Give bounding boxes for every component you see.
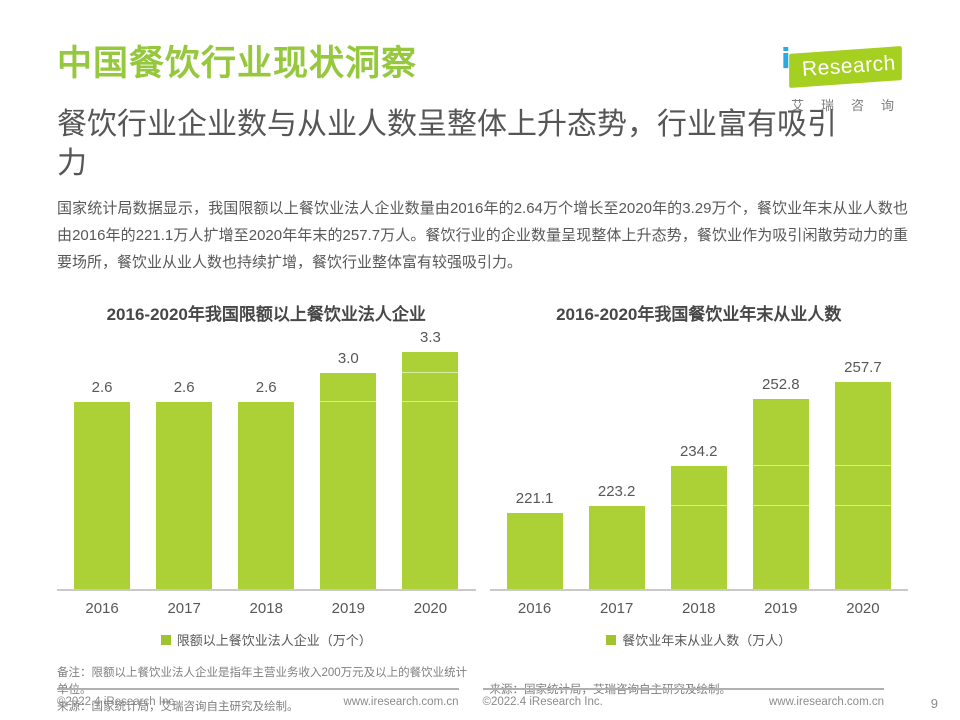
bar-gridline bbox=[402, 401, 459, 403]
chart-employees: 2016-2020年我国餐饮业年末从业人数 221.1 223.2 234.2 252… bbox=[489, 300, 909, 715]
chart-legal-entities: 2016-2020年我国限额以上餐饮业法人企业 2.6 2.6 2.6 3.0 3.3 … bbox=[57, 300, 476, 715]
x-axis-label: 2019 bbox=[764, 600, 798, 618]
copyright-text: ©2022.4 iResearch Inc. bbox=[57, 696, 178, 708]
bar-group: 221.1 bbox=[506, 490, 563, 590]
bar-value-label: 2.6 bbox=[173, 379, 195, 397]
footnote-line: 备注：限额以上餐饮业法人企业是指年主营业务收入200万元及以上的餐饮业统计单位。 bbox=[57, 667, 468, 696]
footer-column-right: ©2022.4 iResearch Inc. www.iresearch.com… bbox=[482, 688, 884, 708]
website-text: www.iresearch.com.cn bbox=[768, 696, 884, 708]
bar-plot-area: 221.1 223.2 234.2 252.8 257.7 bbox=[489, 339, 908, 592]
bar-value-label: 3.0 bbox=[337, 350, 359, 368]
page-footer: ©2022.4 iResearch Inc. www.iresearch.com… bbox=[57, 688, 938, 711]
footer-column-left: ©2022.4 iResearch Inc. www.iresearch.com… bbox=[57, 688, 459, 708]
legend-swatch bbox=[606, 634, 617, 645]
bar-group: 2.6 bbox=[74, 379, 131, 590]
bar-value-label: 221.1 bbox=[515, 490, 554, 508]
bar bbox=[588, 505, 645, 590]
bar-value-label: 252.8 bbox=[762, 376, 800, 394]
chart-footnote: 来源：国家统计局，艾瑞咨询自主研究及绘制。 bbox=[490, 682, 909, 699]
x-axis-label: 2016 bbox=[517, 600, 552, 618]
bar-group: 223.2 bbox=[588, 482, 645, 590]
chart-title: 2016-2020年我国限额以上餐饮业法人企业 bbox=[106, 305, 426, 325]
bar bbox=[670, 466, 727, 590]
logo-i-mark: i bbox=[781, 42, 791, 75]
x-axis-label: 2019 bbox=[331, 600, 366, 618]
x-axis-labels: 2016 2017 2018 2019 2020 bbox=[490, 600, 909, 617]
x-axis-label: 2020 bbox=[846, 600, 880, 618]
footnote-line: 来源：国家统计局，艾瑞咨询自主研究及绘制。 bbox=[57, 700, 299, 713]
x-axis-label: 2016 bbox=[85, 600, 119, 618]
copyright-text: ©2022.4 iResearch Inc. bbox=[482, 696, 603, 708]
chart-footnote: 备注：限额以上餐饮业法人企业是指年主营业务收入200万元及以上的餐饮业统计单位。… bbox=[57, 665, 476, 715]
page-number: 9 bbox=[930, 696, 938, 711]
bar-group: 3.0 bbox=[320, 350, 377, 590]
bar-group: 2.6 bbox=[238, 379, 295, 590]
bar bbox=[156, 402, 213, 590]
bar bbox=[74, 402, 131, 590]
footnote-line: 来源：国家统计局，艾瑞咨询自主研究及绘制。 bbox=[489, 684, 732, 697]
bar-group: 3.3 bbox=[402, 328, 459, 590]
chart-legend: 限额以上餐饮业法人企业（万个） bbox=[57, 630, 476, 649]
logo-chinese-name: 艾瑞咨询 bbox=[791, 98, 912, 113]
bar bbox=[402, 351, 459, 590]
logo-green-shape: Research bbox=[789, 46, 902, 88]
iresearch-logo: Research i 艾瑞咨询 bbox=[781, 42, 912, 114]
chart-legend: 餐饮业年末从业人数（万人） bbox=[490, 630, 909, 649]
bar-group: 257.7 bbox=[834, 358, 891, 590]
bar-group: 252.8 bbox=[752, 376, 809, 590]
bar-value-label: 257.7 bbox=[844, 358, 882, 376]
bar-gridline bbox=[752, 504, 809, 506]
bar-gridline bbox=[834, 465, 891, 467]
bar bbox=[834, 381, 891, 590]
legend-swatch bbox=[160, 634, 171, 645]
bar bbox=[506, 513, 563, 590]
bar-group: 2.6 bbox=[156, 379, 213, 590]
bar-value-label: 223.2 bbox=[597, 482, 636, 500]
page-title: 中国餐饮行业现状洞察 bbox=[57, 44, 418, 83]
bar bbox=[320, 373, 377, 590]
bar-gridline bbox=[670, 504, 727, 506]
chart-title: 2016-2020年我国餐饮业年末从业人数 bbox=[556, 305, 842, 325]
bar-plot-area: 2.6 2.6 2.6 3.0 3.3 bbox=[57, 329, 476, 592]
bar-value-label: 2.6 bbox=[91, 379, 113, 397]
slide-subtitle: 餐饮行业企业数与从业人数呈整体上升态势，行业富有吸引力 bbox=[57, 108, 837, 181]
logo-wordmark: Research bbox=[801, 51, 897, 82]
bar-value-label: 2.6 bbox=[255, 379, 277, 397]
x-axis-label: 2018 bbox=[249, 600, 283, 618]
bar-gridline bbox=[320, 401, 377, 403]
bar-value-label: 234.2 bbox=[679, 443, 718, 461]
website-text: www.iresearch.com.cn bbox=[343, 696, 459, 708]
bar-value-label: 3.3 bbox=[419, 328, 441, 346]
bar-gridline bbox=[834, 504, 891, 506]
x-axis-label: 2018 bbox=[682, 600, 716, 618]
bar bbox=[238, 402, 295, 590]
x-axis-label: 2017 bbox=[167, 600, 201, 618]
body-paragraph: 国家统计局数据显示，我国限额以上餐饮业法人企业数量由2016年的2.64万个增长… bbox=[57, 200, 908, 271]
bar-group: 234.2 bbox=[670, 443, 727, 590]
charts-row: 2016-2020年我国限额以上餐饮业法人企业 2.6 2.6 2.6 3.0 3.3 … bbox=[57, 300, 908, 715]
bar bbox=[752, 399, 809, 590]
legend-label: 限额以上餐饮业法人企业（万个） bbox=[176, 633, 372, 649]
x-axis-label: 2020 bbox=[413, 600, 448, 618]
bar-gridline bbox=[402, 372, 459, 374]
x-axis-label: 2017 bbox=[599, 600, 634, 618]
bar-gridline bbox=[752, 465, 809, 467]
legend-label: 餐饮业年末从业人数（万人） bbox=[622, 633, 792, 649]
x-axis-labels: 2016 2017 2018 2019 2020 bbox=[57, 600, 476, 617]
